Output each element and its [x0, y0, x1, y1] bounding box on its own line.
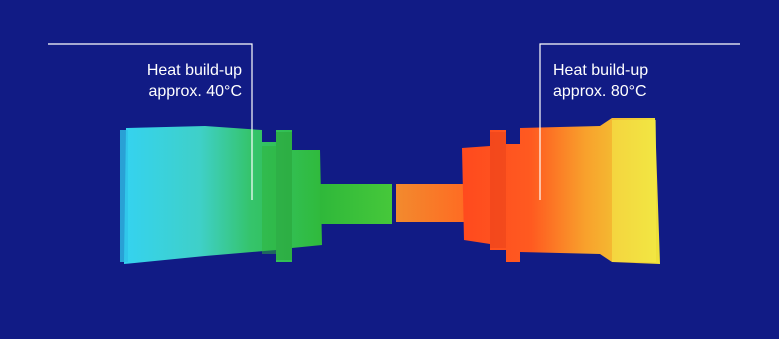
right-heat-label: Heat build-up approx. 80°C: [553, 60, 648, 102]
right-annotation-line: [539, 43, 740, 200]
right-heat-label-line2: approx. 80°C: [553, 83, 647, 100]
left-annotation-line: [48, 43, 253, 200]
left-heat-label-line2: approx. 40°C: [148, 83, 242, 100]
left-heat-label: Heat build-up approx. 40°C: [147, 60, 242, 102]
left-motor-body: [120, 126, 322, 264]
right-motor-body: [462, 118, 660, 264]
right-shaft: [396, 184, 468, 222]
left-shaft: [320, 184, 392, 224]
right-heat-label-line1: Heat build-up: [553, 62, 649, 79]
left-heat-label-line1: Heat build-up: [146, 62, 242, 79]
